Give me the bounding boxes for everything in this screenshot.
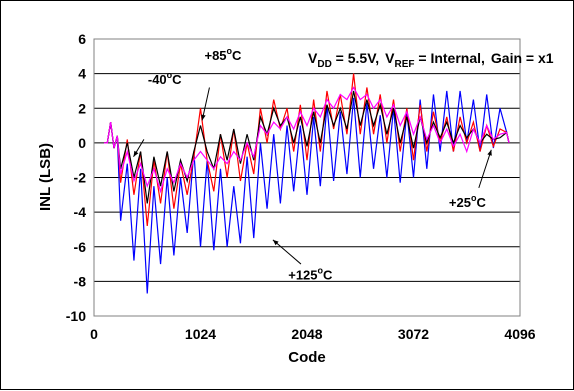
annotation-unit: C <box>232 48 242 63</box>
annotation-leader <box>201 87 210 121</box>
conditions-text: VDD = 5.5V, VREF = Internal, Gain = x1 <box>308 50 554 70</box>
x-tick-label: 4096 <box>504 326 535 342</box>
y-tick-label: -6 <box>74 239 87 255</box>
annotation-unit: C <box>323 268 333 283</box>
annotation-arrowhead <box>201 114 206 121</box>
annotation-arrowhead <box>487 149 492 156</box>
annotation-label: +125oC <box>288 266 333 283</box>
x-axis-title: Code <box>288 349 326 366</box>
y-tick-label: 2 <box>78 100 86 116</box>
series-line <box>103 86 510 194</box>
vref-symbol: V <box>385 50 395 66</box>
annotation-value: -40 <box>148 72 167 87</box>
annotation-leader <box>272 239 302 265</box>
annotation-arrowhead <box>272 239 279 246</box>
annotation-unit: C <box>172 72 182 87</box>
y-tick-label: 0 <box>78 135 86 151</box>
annotation-degree: o <box>167 70 173 80</box>
annotation-value: +85 <box>204 48 226 63</box>
y-axis-title: INL (LSB) <box>37 143 54 211</box>
annotation-arrowhead <box>133 150 139 157</box>
plot-border <box>93 38 521 317</box>
x-tick-labels: 0 1024 2048 3072 4096 <box>90 326 536 342</box>
y-tick-label: -2 <box>74 170 87 186</box>
y-tick-label: -8 <box>74 273 87 289</box>
y-tick-label: -10 <box>66 308 86 324</box>
annotation-label: +25oC <box>449 193 487 210</box>
annotation-label: +85oC <box>204 46 242 63</box>
y-tick-label: 4 <box>78 66 86 82</box>
vdd-subscript: DD <box>317 59 331 70</box>
series-line <box>103 90 510 204</box>
annotations-layer: -40oC+85oC+125oC+25oC <box>133 46 492 283</box>
x-tick-label: 0 <box>90 326 98 342</box>
annotation-value: +25 <box>449 195 471 210</box>
vdd-value: = 5.5V, <box>332 50 379 66</box>
y-tick-label: -4 <box>74 204 87 220</box>
annotation-degree: o <box>471 193 477 203</box>
x-tick-label: 1024 <box>185 326 216 342</box>
series-layer <box>103 73 510 294</box>
vref-subscript: REF <box>395 59 415 70</box>
vref-value: = Internal, <box>415 50 485 66</box>
annotation-value: +125 <box>288 268 317 283</box>
annotation-degree: o <box>318 266 324 276</box>
y-tick-labels: -10 -8 -6 -4 -2 0 2 4 6 <box>66 31 86 324</box>
x-tick-label: 3072 <box>398 326 429 342</box>
annotation-degree: o <box>227 46 233 56</box>
annotation-label: -40oC <box>148 70 182 87</box>
annotation-leader <box>478 149 492 189</box>
x-tick-label: 2048 <box>291 326 322 342</box>
series-line <box>103 73 510 227</box>
gain-value: Gain = x1 <box>491 50 554 66</box>
y-tick-label: 6 <box>78 31 86 47</box>
annotation-unit: C <box>476 195 486 210</box>
vdd-symbol: V <box>308 50 318 66</box>
